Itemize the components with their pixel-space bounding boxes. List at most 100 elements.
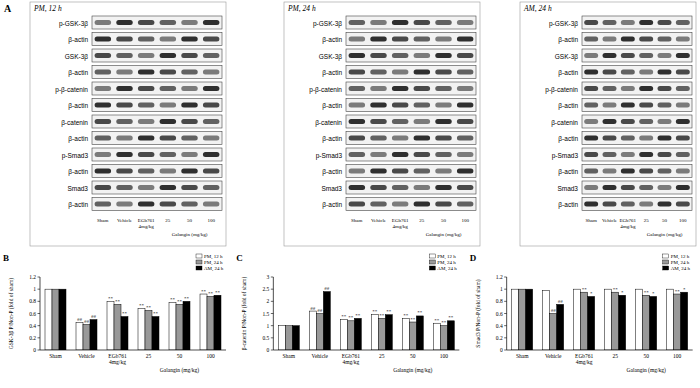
y-tick-label: 0.2: [29, 335, 36, 341]
x-axis: [273, 350, 459, 351]
bar: [526, 289, 533, 350]
blot-row-label: p-Smad3: [62, 152, 89, 160]
legend-swatch: [196, 266, 202, 270]
blot-row-label: β-actin: [68, 201, 88, 209]
y-tick: [38, 289, 41, 290]
label-line: 4mg/kg: [342, 359, 359, 365]
blot-band: [639, 103, 653, 108]
significance-mark: ##: [77, 317, 83, 322]
blot-row-label: β-actin: [68, 36, 88, 44]
figure: APM, 12 hp-GSK-3ββ-actinGSK-3ββ-actinp-β…: [0, 0, 700, 388]
blot-band: [181, 185, 197, 190]
blot-band: [584, 70, 598, 75]
blot-band: [95, 136, 111, 141]
y-tick: [38, 337, 41, 338]
blot-band: [370, 53, 386, 58]
blot-band: [203, 202, 219, 207]
y-tick-label: 3: [267, 274, 270, 280]
label-line: Vehicle: [117, 218, 133, 223]
significance-mark: **: [441, 320, 447, 325]
blot-band: [138, 119, 154, 124]
label-line: 25: [379, 353, 385, 359]
blot-band: [138, 152, 154, 157]
blot-band: [95, 185, 111, 190]
blot-band: [349, 152, 365, 157]
blot-band: [370, 20, 386, 25]
blot-band: [457, 185, 473, 190]
blot-row-label: p-β-catenin: [309, 86, 342, 94]
blot-band: [658, 119, 672, 124]
x-tick-label: Sham: [283, 353, 296, 359]
label-line: 4mg/kg: [576, 359, 593, 365]
label-line: Sham: [586, 218, 598, 223]
bars: [45, 289, 221, 350]
label-line: 50: [643, 353, 649, 359]
y-tick-label: 1: [33, 286, 36, 292]
bar: [581, 292, 588, 350]
blot-row-label: p-GSK-3β: [549, 20, 578, 28]
bar: [52, 289, 59, 350]
bar: [557, 304, 564, 350]
bar: [650, 296, 657, 350]
bar: [409, 322, 416, 350]
blot-band: [392, 202, 408, 207]
blot-band: [349, 37, 365, 42]
blot-box: [346, 165, 476, 178]
label-line: 50: [410, 353, 416, 359]
significance-mark: **: [201, 289, 207, 294]
blot-band: [95, 169, 111, 174]
blot-band: [658, 136, 672, 141]
blot-band: [116, 20, 132, 25]
blot-box: [346, 82, 476, 95]
blot-band: [138, 185, 154, 190]
blot-box: [92, 115, 222, 128]
y-tick: [271, 277, 274, 278]
blot-band: [203, 70, 219, 75]
blot-panel: AM, 24 hp-GSK-3ββ-actinGSK-3ββ-actinp-β-…: [520, 2, 696, 246]
blot-band: [639, 86, 653, 91]
blot-band: [639, 119, 653, 124]
blot-box: [582, 148, 692, 161]
blot-row-label: Smad3: [557, 185, 578, 192]
significance-mark: **: [153, 311, 159, 316]
blot-row-label: β-actin: [68, 135, 88, 143]
blot-band: [639, 37, 653, 42]
blot-band: [603, 53, 617, 58]
x-group-label: Galangin (mg/kg): [627, 367, 666, 374]
blot-band: [621, 86, 635, 91]
panel-label: C: [236, 253, 243, 263]
panel-frame: [284, 2, 480, 246]
blot-row-label: Smad3: [321, 185, 342, 192]
blot-band: [414, 53, 430, 58]
blot-band: [181, 86, 197, 91]
significance-mark: **: [582, 287, 588, 292]
bar: [278, 326, 285, 350]
blot-box: [346, 99, 476, 112]
blot-band: [457, 202, 473, 207]
label-line: 25: [146, 353, 152, 359]
y-axis: [40, 277, 41, 350]
blot-box: [92, 198, 222, 211]
blot-band: [414, 20, 430, 25]
blot-band: [349, 136, 365, 141]
blot-band: [435, 202, 451, 207]
blot-box: [92, 148, 222, 161]
blot-band: [392, 169, 408, 174]
blot-band: [584, 20, 598, 25]
legend-swatch: [429, 266, 435, 270]
blot-band: [414, 119, 430, 124]
x-tick-label: EGb7614mg/kg: [575, 353, 594, 365]
x-axis: [40, 350, 226, 351]
x-tick-label: Sham: [49, 353, 62, 359]
significance-mark: *: [683, 287, 686, 292]
significance-mark: **: [675, 289, 681, 294]
bar: [138, 309, 145, 350]
bar: [309, 311, 316, 350]
blot-band: [181, 37, 197, 42]
blot-row-label: β-actin: [558, 102, 578, 110]
x-tick-label: Vehicle: [545, 353, 562, 359]
blot-band: [181, 202, 197, 207]
bar: [588, 296, 595, 350]
bar: [59, 289, 66, 350]
blot-band: [621, 70, 635, 75]
